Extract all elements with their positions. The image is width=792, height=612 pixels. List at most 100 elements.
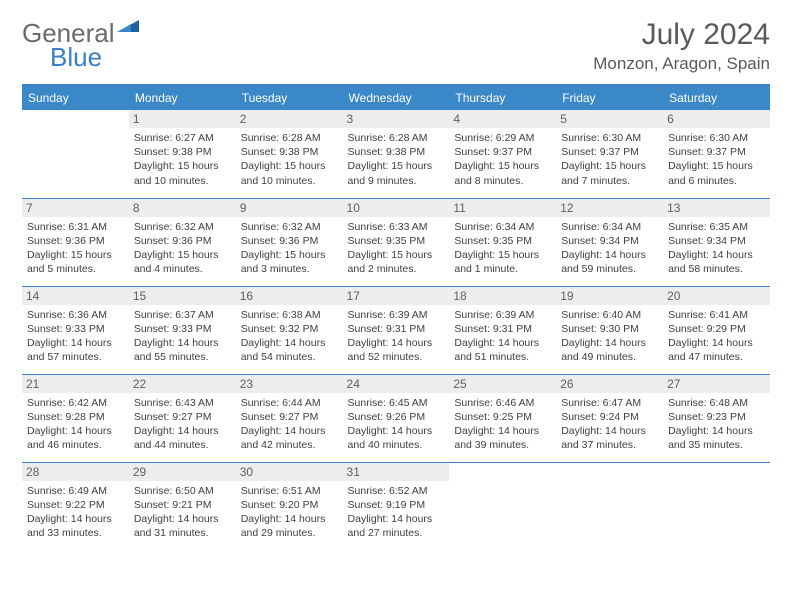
day-info: Sunrise: 6:38 AMSunset: 9:32 PMDaylight:… <box>240 308 339 365</box>
calendar-day-cell: 3 Sunrise: 6:28 AMSunset: 9:38 PMDaylight… <box>343 110 450 198</box>
day-number: 14 <box>22 287 129 305</box>
day-info: Sunrise: 6:50 AMSunset: 9:21 PMDaylight:… <box>133 484 232 541</box>
calendar-day-cell: 1 Sunrise: 6:27 AMSunset: 9:38 PMDaylight… <box>129 110 236 198</box>
day-number: 24 <box>343 375 450 393</box>
day-number: 3 <box>343 110 450 128</box>
calendar-day-cell: 16Sunrise: 6:38 AMSunset: 9:32 PMDayligh… <box>236 286 343 374</box>
day-number: 20 <box>663 287 770 305</box>
day-info: Sunrise: 6:47 AMSunset: 9:24 PMDaylight:… <box>560 396 659 453</box>
day-info: Sunrise: 6:48 AMSunset: 9:23 PMDaylight:… <box>667 396 766 453</box>
calendar-day-cell: 8 Sunrise: 6:32 AMSunset: 9:36 PMDaylight… <box>129 198 236 286</box>
calendar-day-cell: 24 Sunrise: 6:45 AMSunset: 9:26 PMDayligh… <box>343 374 450 462</box>
calendar-day-cell <box>556 462 663 550</box>
day-info: Sunrise: 6:32 AMSunset: 9:36 PMDaylight:… <box>240 220 339 277</box>
weekday-header: Monday <box>129 86 236 110</box>
calendar-day-cell: 19 Sunrise: 6:40 AMSunset: 9:30 PMDayligh… <box>556 286 663 374</box>
day-info: Sunrise: 6:49 AMSunset: 9:22 PMDaylight:… <box>26 484 125 541</box>
day-info: Sunrise: 6:42 AMSunset: 9:28 PMDaylight:… <box>26 396 125 453</box>
calendar-day-cell: 13Sunrise: 6:35 AMSunset: 9:34 PMDayligh… <box>663 198 770 286</box>
day-info: Sunrise: 6:30 AMSunset: 9:37 PMDaylight:… <box>667 131 766 188</box>
calendar-day-cell: 31Sunrise: 6:52 AMSunset: 9:19 PMDayligh… <box>343 462 450 550</box>
calendar-day-cell: 23Sunrise: 6:44 AMSunset: 9:27 PMDayligh… <box>236 374 343 462</box>
day-number: 31 <box>343 463 450 481</box>
day-number: 30 <box>236 463 343 481</box>
day-number: 17 <box>343 287 450 305</box>
day-number: 28 <box>22 463 129 481</box>
weekday-header: Tuesday <box>236 86 343 110</box>
day-number: 22 <box>129 375 236 393</box>
weekday-header-row: SundayMondayTuesdayWednesdayThursdayFrid… <box>22 86 770 110</box>
day-info: Sunrise: 6:33 AMSunset: 9:35 PMDaylight:… <box>347 220 446 277</box>
day-info: Sunrise: 6:30 AMSunset: 9:37 PMDaylight:… <box>560 131 659 188</box>
day-number: 11 <box>449 199 556 217</box>
calendar-day-cell: 18Sunrise: 6:39 AMSunset: 9:31 PMDayligh… <box>449 286 556 374</box>
calendar-week-row: 7 Sunrise: 6:31 AMSunset: 9:36 PMDaylight… <box>22 198 770 286</box>
calendar-day-cell: 29 Sunrise: 6:50 AMSunset: 9:21 PMDayligh… <box>129 462 236 550</box>
calendar-day-cell: 11 Sunrise: 6:34 AMSunset: 9:35 PMDayligh… <box>449 198 556 286</box>
day-info: Sunrise: 6:51 AMSunset: 9:20 PMDaylight:… <box>240 484 339 541</box>
calendar-day-cell: 14 Sunrise: 6:36 AMSunset: 9:33 PMDayligh… <box>22 286 129 374</box>
calendar-day-cell: 6 Sunrise: 6:30 AMSunset: 9:37 PMDaylight… <box>663 110 770 198</box>
calendar-week-row: 21 Sunrise: 6:42 AMSunset: 9:28 PMDayligh… <box>22 374 770 462</box>
day-info: Sunrise: 6:40 AMSunset: 9:30 PMDaylight:… <box>560 308 659 365</box>
day-number: 27 <box>663 375 770 393</box>
calendar-day-cell: 15 Sunrise: 6:37 AMSunset: 9:33 PMDayligh… <box>129 286 236 374</box>
calendar-day-cell: 20 Sunrise: 6:41 AMSunset: 9:29 PMDayligh… <box>663 286 770 374</box>
calendar-day-cell: 22Sunrise: 6:43 AMSunset: 9:27 PMDayligh… <box>129 374 236 462</box>
calendar-day-cell: 21 Sunrise: 6:42 AMSunset: 9:28 PMDayligh… <box>22 374 129 462</box>
weekday-header: Sunday <box>22 86 129 110</box>
day-number: 29 <box>129 463 236 481</box>
day-info: Sunrise: 6:34 AMSunset: 9:34 PMDaylight:… <box>560 220 659 277</box>
day-number: 2 <box>236 110 343 128</box>
day-number: 5 <box>556 110 663 128</box>
day-info: Sunrise: 6:37 AMSunset: 9:33 PMDaylight:… <box>133 308 232 365</box>
logo-text-blue: Blue <box>50 42 102 73</box>
day-number: 18 <box>449 287 556 305</box>
logo: General Blue <box>22 18 139 49</box>
calendar-day-cell: 28 Sunrise: 6:49 AMSunset: 9:22 PMDayligh… <box>22 462 129 550</box>
day-info: Sunrise: 6:45 AMSunset: 9:26 PMDaylight:… <box>347 396 446 453</box>
day-number: 26 <box>556 375 663 393</box>
weekday-header: Wednesday <box>343 86 450 110</box>
day-number: 4 <box>449 110 556 128</box>
calendar-day-cell <box>663 462 770 550</box>
day-info: Sunrise: 6:39 AMSunset: 9:31 PMDaylight:… <box>347 308 446 365</box>
calendar-day-cell: 17 Sunrise: 6:39 AMSunset: 9:31 PMDayligh… <box>343 286 450 374</box>
location-text: Monzon, Aragon, Spain <box>593 54 770 74</box>
day-info: Sunrise: 6:27 AMSunset: 9:38 PMDaylight:… <box>133 131 232 188</box>
day-info: Sunrise: 6:41 AMSunset: 9:29 PMDaylight:… <box>667 308 766 365</box>
day-number: 15 <box>129 287 236 305</box>
day-info: Sunrise: 6:32 AMSunset: 9:36 PMDaylight:… <box>133 220 232 277</box>
day-number: 21 <box>22 375 129 393</box>
calendar-week-row: 14 Sunrise: 6:36 AMSunset: 9:33 PMDayligh… <box>22 286 770 374</box>
day-info: Sunrise: 6:31 AMSunset: 9:36 PMDaylight:… <box>26 220 125 277</box>
day-number: 7 <box>22 199 129 217</box>
calendar-day-cell: 26 Sunrise: 6:47 AMSunset: 9:24 PMDayligh… <box>556 374 663 462</box>
calendar-day-cell: 10Sunrise: 6:33 AMSunset: 9:35 PMDayligh… <box>343 198 450 286</box>
calendar-day-cell <box>22 110 129 198</box>
day-info: Sunrise: 6:29 AMSunset: 9:37 PMDaylight:… <box>453 131 552 188</box>
calendar-week-row: 28 Sunrise: 6:49 AMSunset: 9:22 PMDayligh… <box>22 462 770 550</box>
calendar-week-row: 1 Sunrise: 6:27 AMSunset: 9:38 PMDaylight… <box>22 110 770 198</box>
calendar-day-cell: 7 Sunrise: 6:31 AMSunset: 9:36 PMDaylight… <box>22 198 129 286</box>
day-number: 19 <box>556 287 663 305</box>
header: General Blue July 2024 Monzon, Aragon, S… <box>22 18 770 74</box>
day-number: 13 <box>663 199 770 217</box>
day-info: Sunrise: 6:34 AMSunset: 9:35 PMDaylight:… <box>453 220 552 277</box>
day-number: 6 <box>663 110 770 128</box>
day-info: Sunrise: 6:36 AMSunset: 9:33 PMDaylight:… <box>26 308 125 365</box>
day-number: 1 <box>129 110 236 128</box>
day-number: 8 <box>129 199 236 217</box>
calendar-day-cell: 30 Sunrise: 6:51 AMSunset: 9:20 PMDayligh… <box>236 462 343 550</box>
month-title: July 2024 <box>593 18 770 52</box>
calendar-day-cell: 2 Sunrise: 6:28 AMSunset: 9:38 PMDaylight… <box>236 110 343 198</box>
calendar-day-cell: 12Sunrise: 6:34 AMSunset: 9:34 PMDayligh… <box>556 198 663 286</box>
calendar-day-cell <box>449 462 556 550</box>
weekday-header: Friday <box>556 86 663 110</box>
day-info: Sunrise: 6:28 AMSunset: 9:38 PMDaylight:… <box>240 131 339 188</box>
title-block: July 2024 Monzon, Aragon, Spain <box>593 18 770 74</box>
day-number: 9 <box>236 199 343 217</box>
day-info: Sunrise: 6:28 AMSunset: 9:38 PMDaylight:… <box>347 131 446 188</box>
day-info: Sunrise: 6:46 AMSunset: 9:25 PMDaylight:… <box>453 396 552 453</box>
calendar-day-cell: 9 Sunrise: 6:32 AMSunset: 9:36 PMDaylight… <box>236 198 343 286</box>
